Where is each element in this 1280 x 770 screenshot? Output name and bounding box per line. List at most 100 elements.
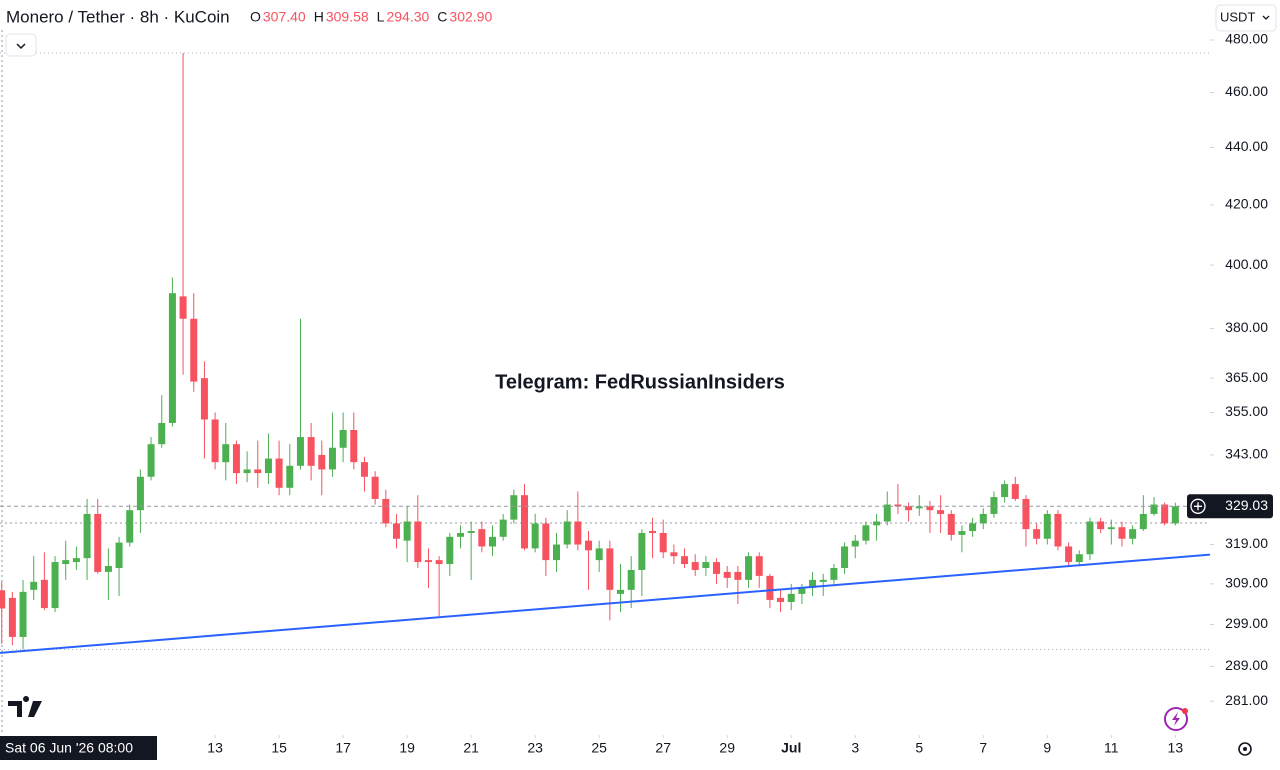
candle-body <box>403 521 411 541</box>
currency-chevron <box>1262 15 1270 20</box>
candle-body <box>424 560 432 563</box>
candle-body <box>392 523 400 539</box>
candle-body <box>830 567 838 580</box>
candle-body <box>883 504 891 522</box>
candle-body <box>179 296 187 319</box>
ohlc-legend: O 307.40 H 309.58 L 294.30 C 302.90 <box>250 9 492 25</box>
candle-body <box>531 523 539 549</box>
ohlc-value: 302.90 <box>449 9 492 25</box>
candle-body <box>915 506 923 509</box>
candle-body <box>286 465 294 488</box>
candle-body <box>542 523 550 561</box>
candle-body <box>777 597 785 602</box>
logo <box>8 696 42 717</box>
candle-body <box>1150 504 1158 514</box>
candle-body <box>990 497 998 514</box>
x-tick-label: 13 <box>207 740 223 756</box>
candle-body <box>713 562 721 574</box>
gear <box>1238 742 1252 756</box>
add-alert-plus <box>1194 502 1202 511</box>
y-tick-label: 420.00 <box>1225 196 1268 212</box>
y-tick-label: 309.00 <box>1225 575 1268 591</box>
candle-body <box>734 571 742 580</box>
candle-body <box>937 510 945 514</box>
candle-body <box>446 536 454 565</box>
candle-body <box>94 513 102 572</box>
x-tick-label: 7 <box>979 740 987 756</box>
candle-body <box>670 552 678 557</box>
candle-body <box>606 548 614 590</box>
y-tick-label: 355.00 <box>1225 403 1268 419</box>
candle-body <box>1011 484 1019 499</box>
candle-body <box>339 430 347 448</box>
trendline <box>0 553 1211 654</box>
candle-body <box>307 437 315 466</box>
candle-body <box>8 597 16 637</box>
candle-body <box>638 532 646 570</box>
candle-body <box>382 498 390 524</box>
currency: USDT <box>1220 9 1255 24</box>
candle-body <box>467 531 475 533</box>
y-tick-label: 380.00 <box>1225 319 1268 335</box>
candle-body <box>360 462 368 477</box>
candle-body <box>798 587 806 594</box>
candle-body <box>275 458 283 488</box>
candle-body <box>147 444 155 477</box>
y-tick-label: 289.00 <box>1225 657 1268 673</box>
candle-body <box>30 581 38 590</box>
candle-body <box>1043 513 1051 539</box>
watermark: Telegram: FedRussianInsiders <box>495 371 785 393</box>
candle-body <box>296 437 304 466</box>
candle-body <box>1086 521 1094 555</box>
candle-body <box>499 519 507 537</box>
candle-body <box>958 531 966 535</box>
candle-body <box>1001 484 1009 498</box>
candle-body <box>1129 529 1137 539</box>
ohlc-value: 294.30 <box>386 9 429 25</box>
candle-body <box>574 521 582 545</box>
currency-button[interactable] <box>1215 4 1277 32</box>
candle-body <box>691 562 699 570</box>
add-alert-icon <box>1190 498 1206 514</box>
bolt-icon[interactable] <box>1164 707 1188 731</box>
x-tick-label: 19 <box>399 740 415 756</box>
candle-body <box>873 521 881 526</box>
crosshair-time: Sat 06 Jun '26 08:00 <box>5 740 133 756</box>
candle-body <box>243 469 251 474</box>
candle-body <box>40 579 48 609</box>
chart-title: Monero / Tether · 8h · KuCoin <box>6 7 230 26</box>
candle-body <box>1054 513 1062 547</box>
candle-body <box>19 591 27 637</box>
x-tick-label: 9 <box>1043 740 1051 756</box>
candle-body <box>681 556 689 565</box>
candle-body <box>200 378 208 420</box>
candle-body <box>1097 521 1105 530</box>
candle-body <box>905 506 913 511</box>
candle-body <box>115 542 123 568</box>
candle-body <box>72 558 80 563</box>
candle-body <box>168 293 176 423</box>
candle-body <box>254 469 262 474</box>
collapse-button[interactable] <box>5 33 37 57</box>
ohlc-value: 309.58 <box>326 9 369 25</box>
candle-body <box>947 513 955 535</box>
candle-body <box>1065 546 1073 563</box>
candle-body <box>1033 529 1041 539</box>
ohlc-key: C <box>437 9 447 25</box>
bolt-dot <box>1182 708 1188 714</box>
candle-body <box>851 540 859 547</box>
candle-body <box>478 529 486 547</box>
candle-body <box>894 504 902 507</box>
x-tick-label: 5 <box>915 740 923 756</box>
candle-body <box>232 444 240 474</box>
candle-body <box>766 575 774 600</box>
settings-icon[interactable] <box>1238 742 1252 756</box>
candle-body <box>510 495 518 520</box>
candle-body <box>0 590 6 609</box>
x-tick-label: 21 <box>463 740 479 756</box>
candle-body <box>328 447 336 470</box>
y-tick-label: 440.00 <box>1225 138 1268 154</box>
x-tick-label: 13 <box>1168 740 1184 756</box>
candle-body <box>617 589 625 594</box>
